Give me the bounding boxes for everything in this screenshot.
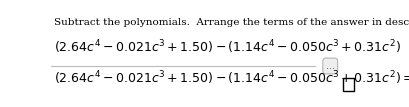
Text: $(2.64c^4-0.021c^3+1.50)-(1.14c^4-0.050c^3+0.31c^2)$: $(2.64c^4-0.021c^3+1.50)-(1.14c^4-0.050c… xyxy=(54,38,400,56)
Text: Subtract the polynomials.  Arrange the terms of the answer in descending powers : Subtract the polynomials. Arrange the te… xyxy=(54,18,409,27)
Text: ...: ... xyxy=(325,61,334,71)
Text: $(2.64c^4-0.021c^3+1.50)-(1.14c^4-0.050c^3+0.31c^2)=$: $(2.64c^4-0.021c^3+1.50)-(1.14c^4-0.050c… xyxy=(54,69,409,87)
Bar xyxy=(342,78,353,91)
